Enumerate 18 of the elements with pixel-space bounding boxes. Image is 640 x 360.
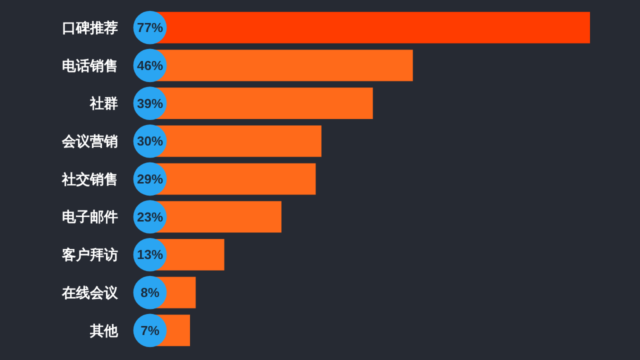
y-tick-label: 其他	[89, 323, 119, 340]
data-label: 7%	[140, 322, 160, 338]
data-label: 77%	[136, 20, 164, 36]
data-label: 30%	[136, 134, 164, 149]
y-tick-label: 社交销售	[61, 170, 118, 188]
data-label: 46%	[136, 58, 164, 73]
data-label: 13%	[136, 247, 164, 262]
y-tick-label: 电话销售	[62, 58, 118, 74]
y-tick-label: 在线会议	[61, 284, 119, 302]
y-tick-label: 社群	[89, 96, 118, 112]
data-label: 8%	[140, 285, 160, 300]
y-tick-label: 口碑推荐	[62, 20, 118, 36]
data-label: 29%	[136, 172, 164, 187]
y-tick-label: 会议营销	[61, 133, 118, 150]
data-label: 39%	[136, 96, 164, 111]
y-tick-label: 电子邮件	[62, 210, 118, 226]
y-tick-label: 客户拜访	[61, 246, 118, 264]
data-label: 23%	[136, 209, 164, 224]
